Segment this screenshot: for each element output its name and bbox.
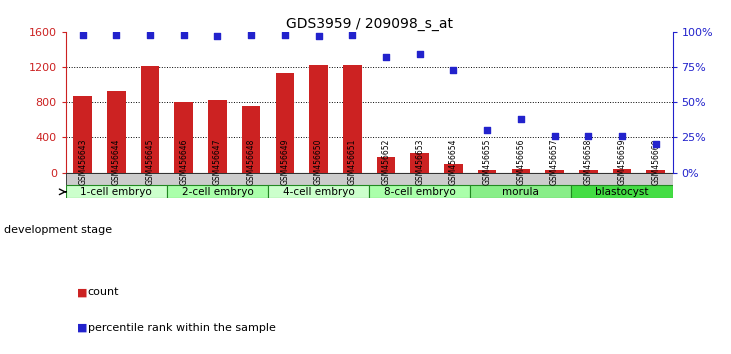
Text: GSM456660: GSM456660	[651, 139, 660, 185]
Text: 2-cell embryo: 2-cell embryo	[181, 187, 254, 197]
Bar	[646, 170, 665, 173]
Title: GDS3959 / 209098_s_at: GDS3959 / 209098_s_at	[286, 17, 452, 31]
Bar	[309, 65, 328, 173]
Text: GSM456654: GSM456654	[449, 139, 458, 185]
Bar	[343, 65, 362, 173]
Point	[447, 67, 459, 73]
Bar	[167, 185, 268, 198]
Text: count: count	[88, 287, 119, 297]
Bar	[512, 169, 530, 173]
Text: GSM456657: GSM456657	[550, 139, 559, 185]
Text: GSM456650: GSM456650	[314, 139, 323, 185]
Bar	[369, 185, 470, 198]
Text: GSM456646: GSM456646	[179, 139, 189, 185]
Text: development stage: development stage	[4, 225, 112, 235]
Point	[515, 116, 526, 122]
Text: 4-cell embryo: 4-cell embryo	[283, 187, 355, 197]
Point	[481, 127, 493, 133]
Bar	[444, 164, 463, 173]
Text: GSM456653: GSM456653	[415, 139, 424, 185]
Text: GSM456645: GSM456645	[145, 139, 154, 185]
Point	[77, 32, 88, 38]
Bar	[545, 170, 564, 173]
Point	[414, 52, 425, 57]
Bar	[175, 102, 193, 173]
Point	[616, 133, 628, 139]
Text: ■: ■	[77, 323, 87, 333]
Bar	[376, 157, 395, 173]
Text: GSM456658: GSM456658	[584, 139, 593, 185]
Bar	[470, 185, 572, 198]
Bar	[66, 185, 167, 198]
Point	[380, 55, 392, 60]
Point	[211, 33, 223, 39]
Point	[313, 33, 325, 39]
Text: 8-cell embryo: 8-cell embryo	[384, 187, 455, 197]
Bar	[276, 73, 294, 173]
Point	[583, 133, 594, 139]
Point	[144, 32, 156, 38]
Text: GSM456644: GSM456644	[112, 139, 121, 185]
Text: GSM456643: GSM456643	[78, 139, 87, 185]
Bar	[242, 106, 260, 173]
Bar	[268, 185, 369, 198]
Point	[178, 32, 189, 38]
Bar	[73, 96, 92, 173]
Text: percentile rank within the sample: percentile rank within the sample	[88, 323, 276, 333]
Text: GSM456659: GSM456659	[618, 139, 626, 185]
Text: GSM456652: GSM456652	[382, 139, 390, 185]
Bar	[579, 170, 597, 173]
Text: GSM456655: GSM456655	[482, 139, 492, 185]
Bar	[208, 101, 227, 173]
Bar	[66, 173, 673, 185]
Bar	[141, 66, 159, 173]
Point	[346, 32, 358, 38]
Text: GSM456656: GSM456656	[516, 139, 526, 185]
Bar	[478, 170, 496, 173]
Point	[110, 32, 122, 38]
Bar	[107, 91, 126, 173]
Bar	[572, 185, 673, 198]
Text: morula: morula	[502, 187, 539, 197]
Bar	[410, 153, 429, 173]
Point	[279, 32, 291, 38]
Text: 1-cell embryo: 1-cell embryo	[80, 187, 152, 197]
Text: GSM456649: GSM456649	[281, 139, 289, 185]
Text: GSM456651: GSM456651	[348, 139, 357, 185]
Text: GSM456648: GSM456648	[246, 139, 256, 185]
Point	[246, 32, 257, 38]
Point	[650, 142, 662, 147]
Bar	[613, 169, 632, 173]
Text: ■: ■	[77, 287, 87, 297]
Text: blastocyst: blastocyst	[595, 187, 648, 197]
Point	[549, 133, 561, 139]
Text: GSM456647: GSM456647	[213, 139, 222, 185]
